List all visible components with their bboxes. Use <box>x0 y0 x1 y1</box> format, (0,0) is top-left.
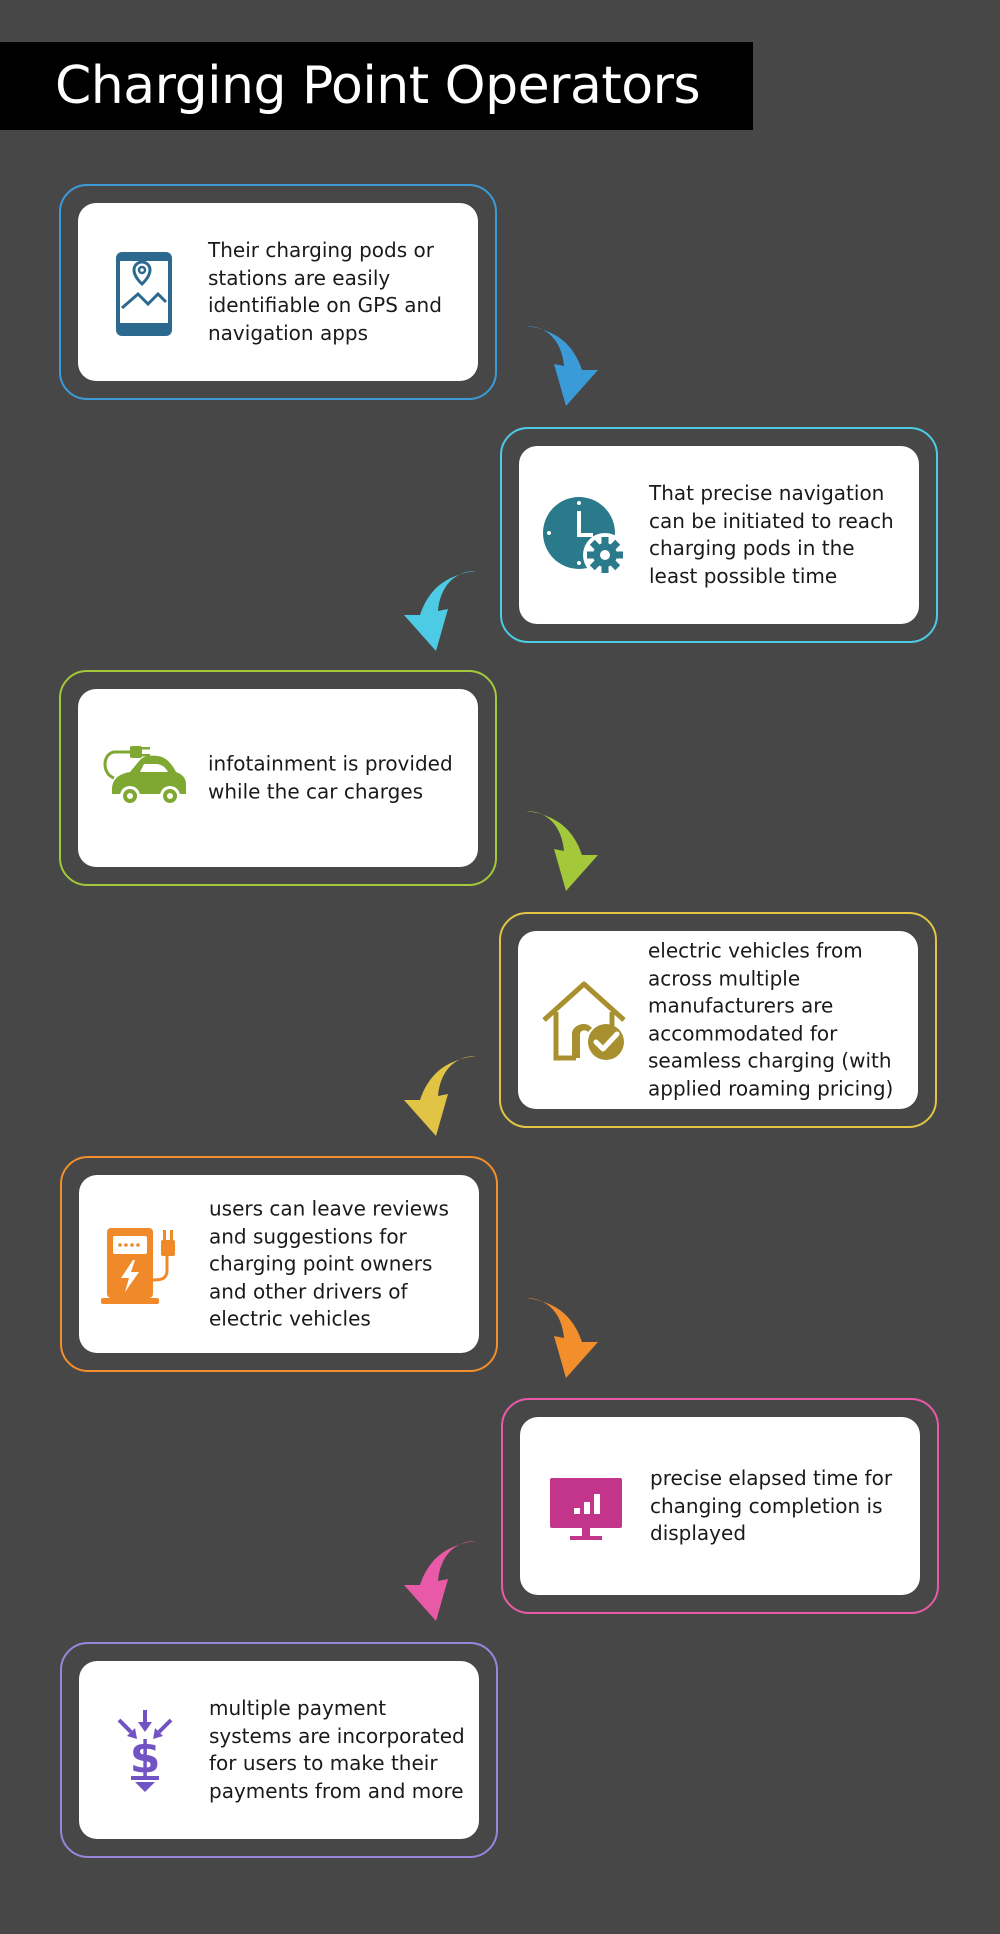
flow-arrow-1 <box>524 318 604 408</box>
step-card-body: users can leave reviews and suggestions … <box>79 1175 479 1353</box>
step-card-body: $ multiple payment systems are incorpora… <box>79 1661 479 1839</box>
house-check-icon <box>540 976 628 1064</box>
step-card-body: That precise navigation can be initiated… <box>519 446 919 624</box>
step-text-2: That precise navigation can be initiated… <box>649 481 894 588</box>
charging-station-icon <box>101 1220 189 1308</box>
flow-arrow-6 <box>398 1533 478 1623</box>
step-card-3: infotainment is provided while the car c… <box>59 670 497 886</box>
step-text-1: Their charging pods or stations are easi… <box>208 238 442 345</box>
flow-arrow-5 <box>524 1290 604 1380</box>
monitor-chart-icon <box>542 1462 630 1550</box>
step-card-body: precise elapsed time for changing comple… <box>520 1417 920 1595</box>
step-text-5: users can leave reviews and suggestions … <box>209 1196 449 1331</box>
flow-arrow-2 <box>398 563 478 653</box>
tablet-map-icon <box>100 248 188 336</box>
step-text-6: precise elapsed time for changing comple… <box>650 1465 893 1545</box>
svg-text:$: $ <box>130 1732 161 1783</box>
step-card-5: users can leave reviews and suggestions … <box>60 1156 498 1372</box>
step-text-3: infotainment is provided while the car c… <box>208 751 453 804</box>
electric-car-icon <box>100 734 188 822</box>
step-card-1: Their charging pods or stations are easi… <box>59 184 497 400</box>
step-text-7: multiple payment systems are incorporate… <box>209 1696 465 1803</box>
step-card-body: Their charging pods or stations are easi… <box>78 203 478 381</box>
flow-arrow-3 <box>524 803 604 893</box>
step-card-7: $ multiple payment systems are incorpora… <box>60 1642 498 1858</box>
title-banner: Charging Point Operators <box>0 42 753 130</box>
step-card-body: infotainment is provided while the car c… <box>78 689 478 867</box>
dollar-arrows-icon: $ <box>101 1706 189 1794</box>
clock-gear-icon <box>541 491 629 579</box>
step-card-4: electric vehicles from across multiple m… <box>499 912 937 1128</box>
step-card-2: That precise navigation can be initiated… <box>500 427 938 643</box>
step-card-body: electric vehicles from across multiple m… <box>518 931 918 1109</box>
page-title: Charging Point Operators <box>55 56 701 116</box>
flow-arrow-4 <box>398 1048 478 1138</box>
step-text-4: electric vehicles from across multiple m… <box>648 938 894 1101</box>
step-card-6: precise elapsed time for changing comple… <box>501 1398 939 1614</box>
